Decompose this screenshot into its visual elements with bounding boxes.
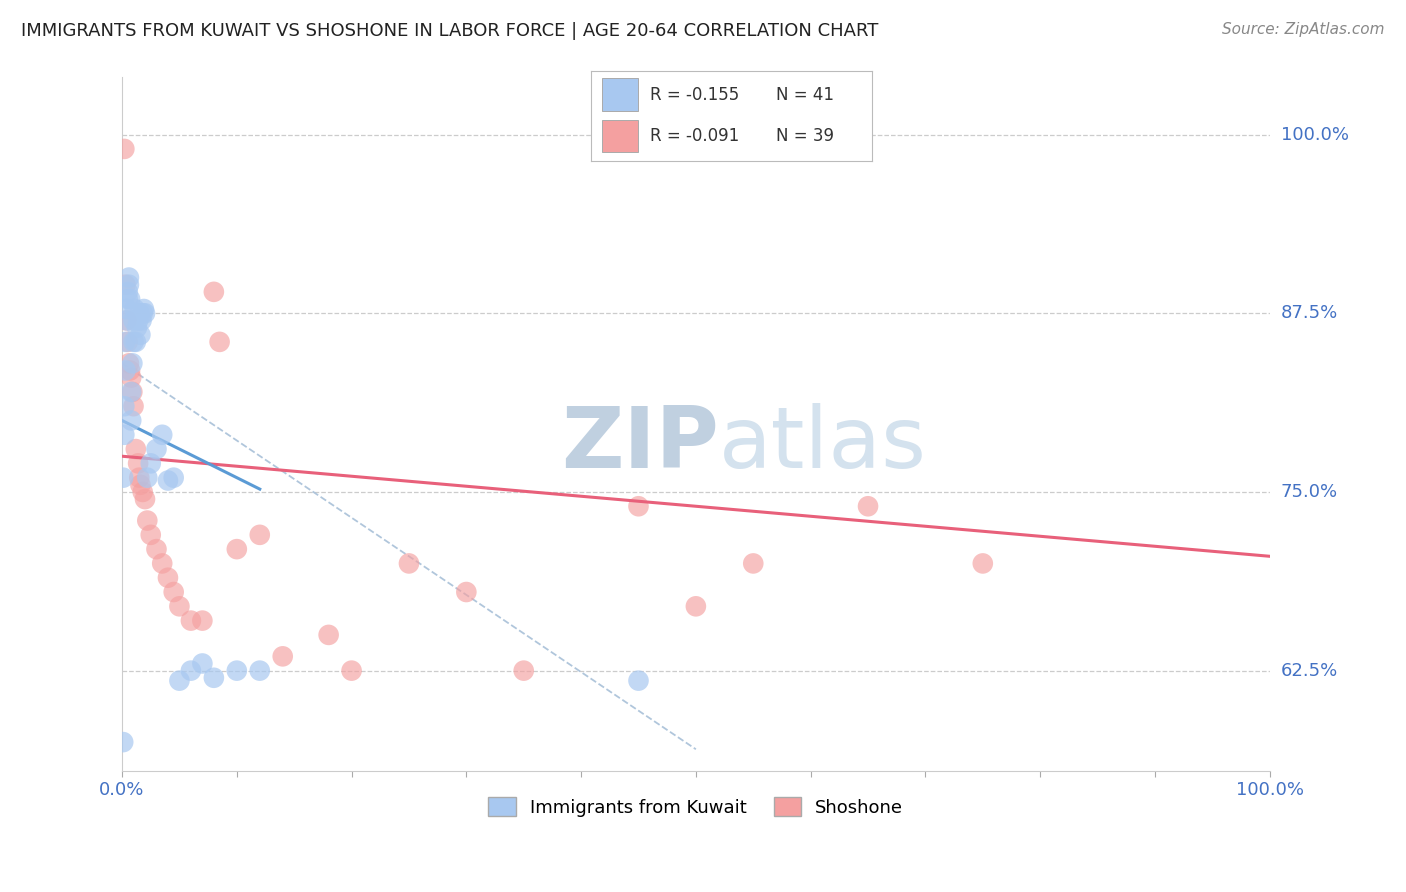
Text: 75.0%: 75.0%: [1281, 483, 1339, 501]
Point: [156, 571, 179, 585]
Text: 87.5%: 87.5%: [1281, 304, 1339, 322]
Point: [114, 334, 136, 349]
Point: [125, 320, 148, 334]
Point: [128, 471, 150, 485]
Point: [191, 657, 214, 671]
Point: [225, 542, 247, 557]
Bar: [602, 78, 638, 111]
Point: [163, 585, 186, 599]
Point: [121, 356, 143, 370]
Point: [118, 277, 141, 292]
Point: [122, 313, 145, 327]
Point: [121, 384, 143, 399]
Legend: Immigrants from Kuwait, Shoshone: Immigrants from Kuwait, Shoshone: [481, 790, 911, 824]
Point: [249, 664, 271, 678]
Point: [249, 528, 271, 542]
Text: Source: ZipAtlas.com: Source: ZipAtlas.com: [1222, 22, 1385, 37]
Point: [125, 334, 148, 349]
Point: [114, 277, 136, 292]
Point: [131, 485, 153, 500]
Point: [208, 334, 231, 349]
Point: [145, 442, 167, 456]
Text: R = -0.155: R = -0.155: [650, 86, 738, 103]
Point: [120, 370, 142, 384]
Point: [117, 334, 139, 349]
Point: [180, 664, 202, 678]
Text: atlas: atlas: [718, 403, 927, 486]
Point: [112, 471, 135, 485]
Point: [150, 557, 173, 571]
Point: [340, 664, 363, 678]
Point: [129, 478, 152, 492]
Point: [156, 474, 179, 488]
Point: [120, 292, 142, 306]
Point: [169, 599, 191, 614]
Point: [131, 313, 153, 327]
Point: [117, 292, 139, 306]
Point: [124, 301, 146, 316]
Point: [136, 471, 159, 485]
Point: [118, 270, 141, 285]
Text: ZIP: ZIP: [561, 403, 718, 486]
Point: [139, 456, 162, 470]
Point: [150, 427, 173, 442]
Point: [131, 306, 153, 320]
Point: [120, 413, 142, 427]
Point: [225, 664, 247, 678]
Point: [132, 301, 155, 316]
Point: [127, 456, 149, 470]
Point: [125, 442, 148, 456]
Point: [180, 614, 202, 628]
Point: [134, 306, 156, 320]
Point: [145, 542, 167, 557]
Point: [128, 306, 150, 320]
Point: [115, 313, 138, 327]
Point: [115, 301, 138, 316]
Point: [120, 384, 142, 399]
Point: [129, 327, 152, 342]
Point: [117, 285, 139, 299]
Text: IMMIGRANTS FROM KUWAIT VS SHOSHONE IN LABOR FORCE | AGE 20-64 CORRELATION CHART: IMMIGRANTS FROM KUWAIT VS SHOSHONE IN LA…: [21, 22, 879, 40]
Point: [112, 142, 135, 156]
Point: [134, 492, 156, 507]
Text: N = 41: N = 41: [776, 86, 834, 103]
Point: [856, 500, 879, 514]
Point: [114, 363, 136, 377]
Point: [115, 313, 138, 327]
Point: [112, 735, 135, 749]
Point: [118, 356, 141, 370]
Point: [163, 471, 186, 485]
Bar: [602, 120, 638, 152]
Point: [127, 313, 149, 327]
Point: [202, 285, 225, 299]
Point: [318, 628, 340, 642]
Point: [112, 399, 135, 413]
Point: [685, 599, 707, 614]
Text: 62.5%: 62.5%: [1281, 662, 1339, 680]
Point: [972, 557, 994, 571]
Text: 100.0%: 100.0%: [1281, 126, 1348, 144]
Point: [742, 557, 765, 571]
Point: [112, 427, 135, 442]
Point: [271, 649, 294, 664]
Point: [627, 500, 650, 514]
Point: [169, 673, 191, 688]
Point: [139, 528, 162, 542]
Text: R = -0.091: R = -0.091: [650, 127, 738, 145]
Point: [122, 334, 145, 349]
Point: [512, 664, 534, 678]
Text: N = 39: N = 39: [776, 127, 834, 145]
Point: [456, 585, 478, 599]
Point: [120, 363, 142, 377]
Point: [122, 399, 145, 413]
Point: [398, 557, 420, 571]
Point: [202, 671, 225, 685]
Point: [627, 673, 650, 688]
Point: [136, 514, 159, 528]
Point: [191, 614, 214, 628]
